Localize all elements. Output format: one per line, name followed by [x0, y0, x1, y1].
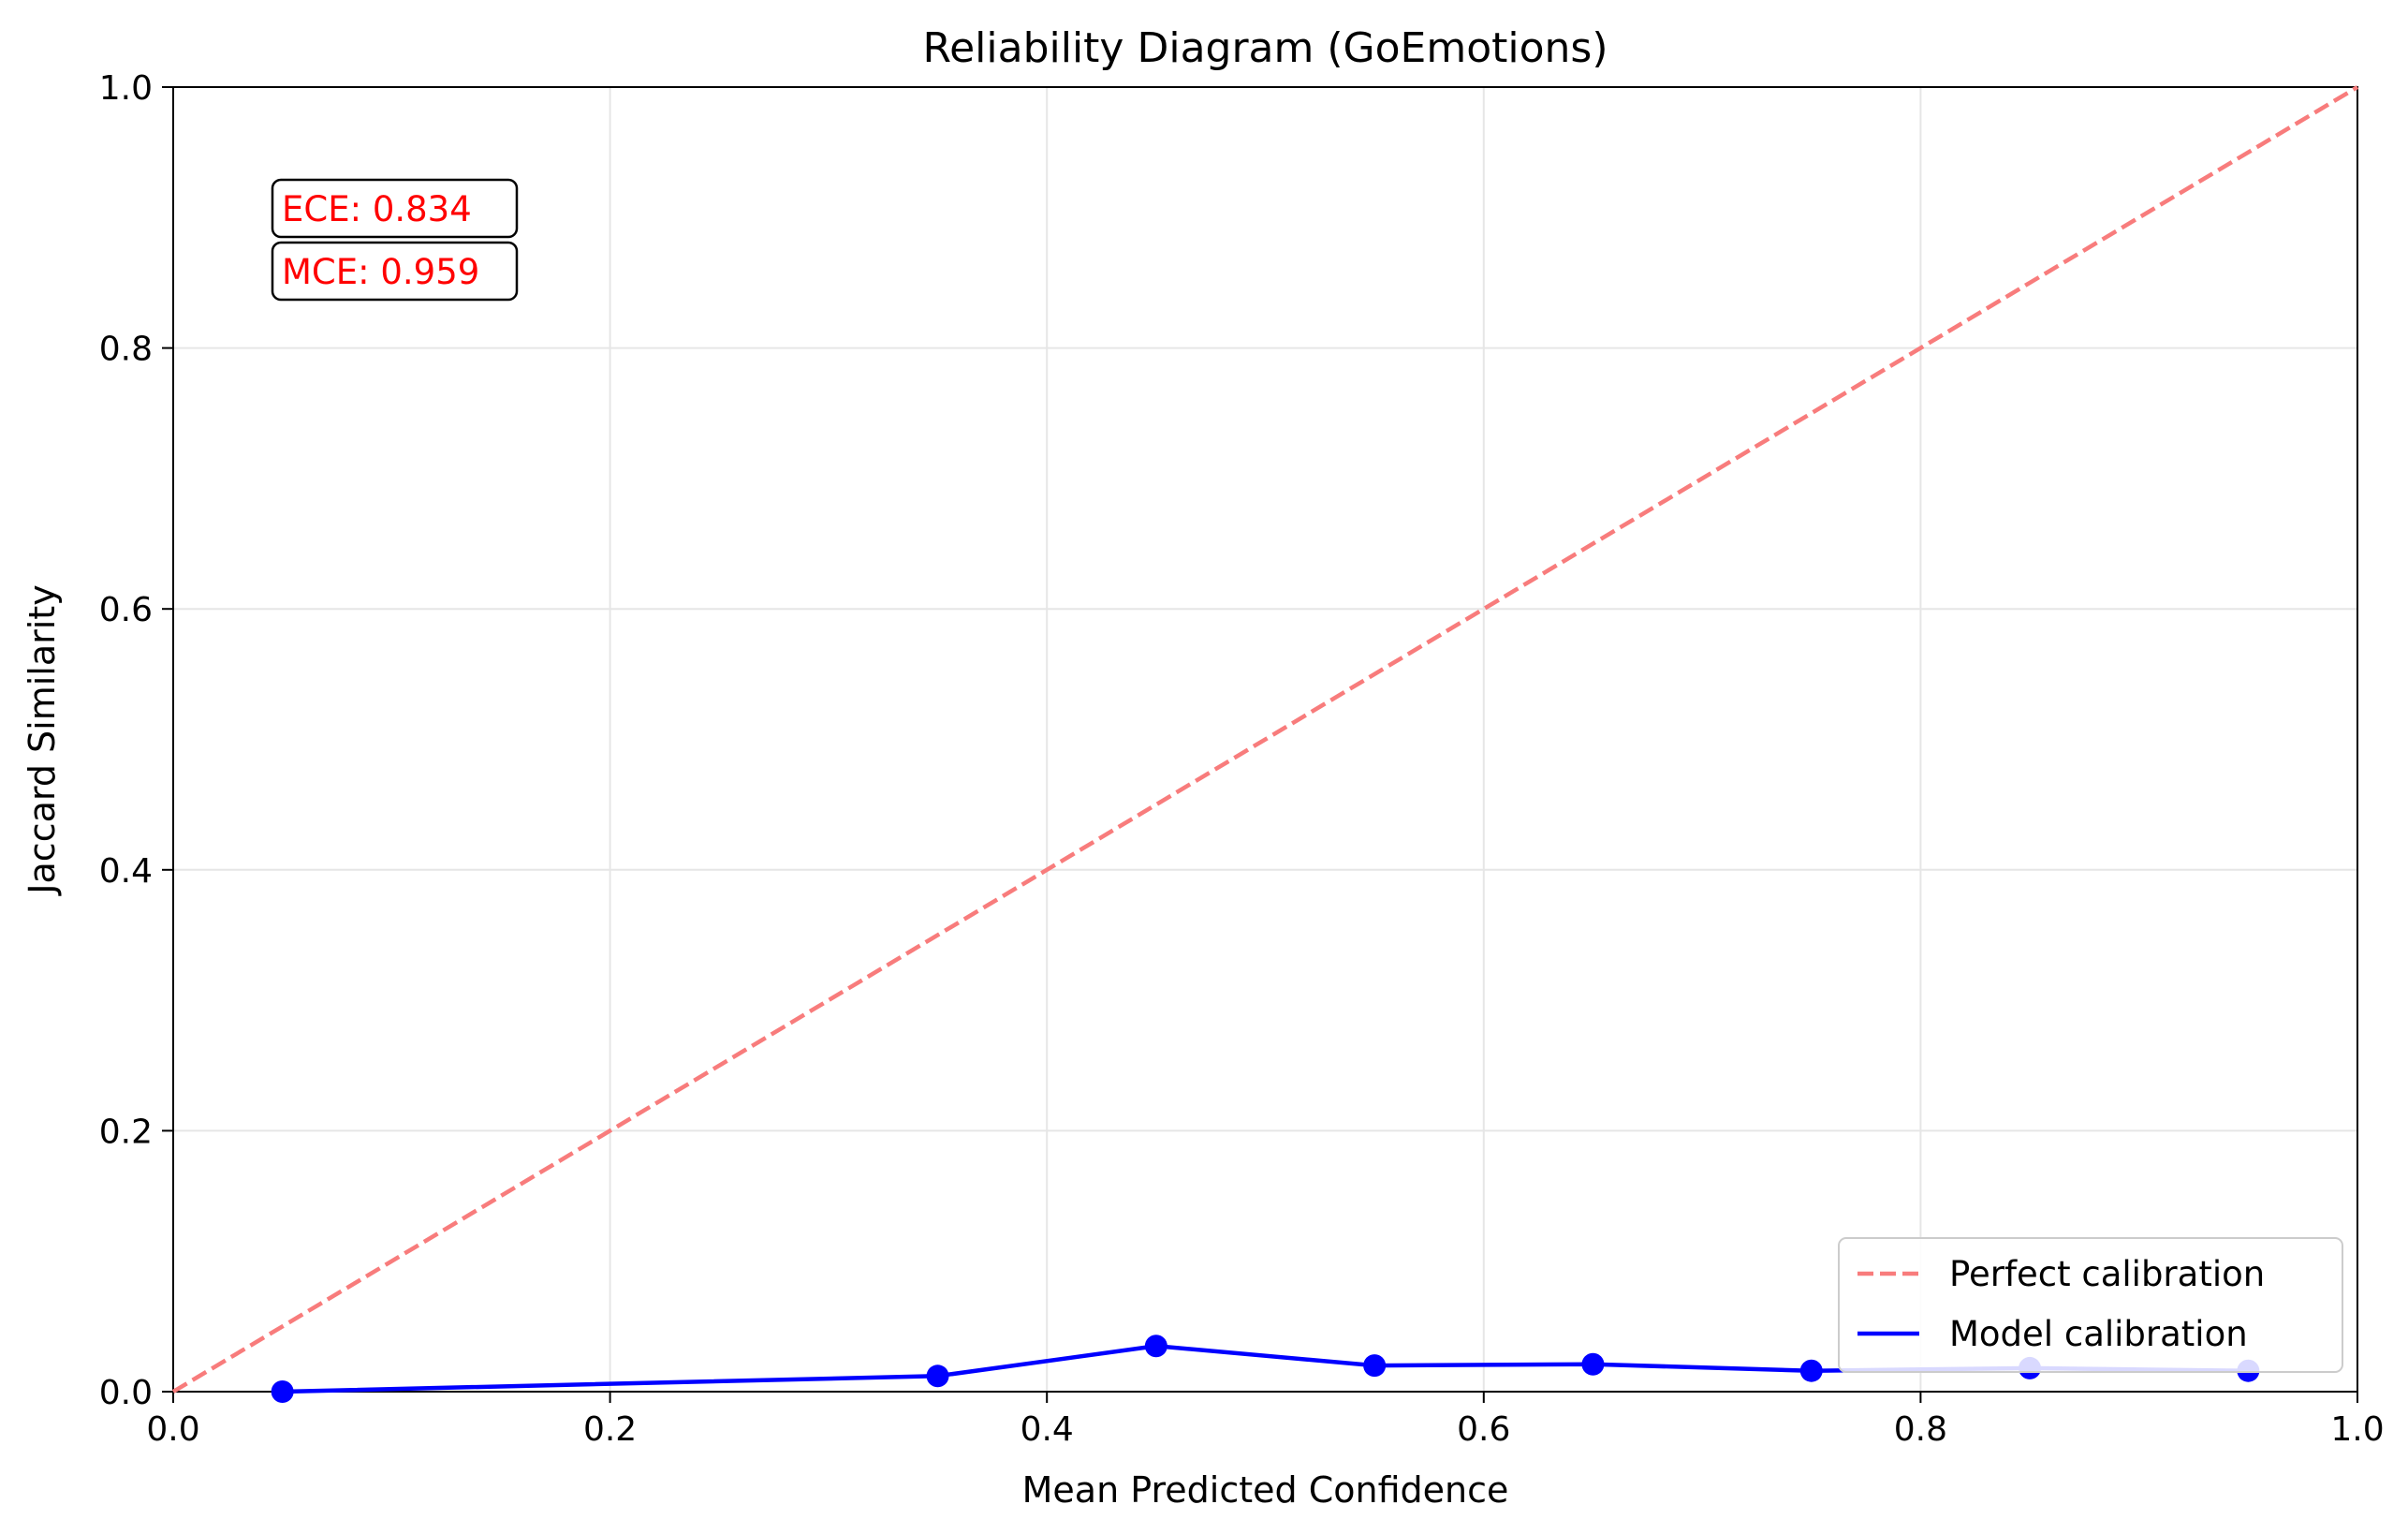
annotation-text: ECE: 0.834 [282, 189, 472, 229]
plot-frame [172, 86, 2358, 1393]
x-tick-label: 0.4 [1020, 1410, 1074, 1449]
axis-ticks: 0.0 0.2 0.4 0.6 0.8 1.0 0.0 0.2 0.4 0.6 0.8 1.0 [99, 69, 2385, 1449]
perfect-calibration-line [171, 85, 2359, 1394]
y-tick-label: 0.0 [99, 1374, 153, 1412]
y-tick-label: 0.4 [99, 852, 153, 891]
y-tick-label: 0.8 [99, 331, 153, 369]
model-calibration-point [271, 1380, 294, 1403]
annotation-text: MCE: 0.959 [282, 252, 479, 292]
legend: Perfect calibration Model calibration [1838, 1237, 2343, 1373]
x-tick-label: 0.2 [583, 1410, 637, 1449]
legend-box [1838, 1237, 2343, 1373]
y-tick-label: 1.0 [99, 69, 153, 108]
annotation-box [271, 241, 519, 302]
x-tick-label: 0.0 [146, 1410, 199, 1449]
y-tick-label: 0.6 [99, 591, 153, 629]
y-tick-label: 0.2 [99, 1113, 153, 1151]
model-calibration-point [1581, 1352, 1605, 1376]
y-axis-label: Jaccard Similarity [22, 584, 63, 895]
model-calibration-point [926, 1364, 949, 1388]
x-tick-label: 1.0 [2330, 1410, 2384, 1449]
model-calibration-point [1363, 1354, 1387, 1378]
x-tick-label: 0.6 [1457, 1410, 1510, 1449]
annotation-box [271, 178, 519, 239]
x-axis-label: Mean Predicted Confidence [1022, 1469, 1509, 1511]
legend-label: Perfect calibration [1949, 1254, 2265, 1294]
legend-label: Model calibration [1949, 1314, 2248, 1354]
model-calibration-point [1144, 1335, 1167, 1358]
chart-title: Reliability Diagram (GoEmotions) [923, 24, 1608, 72]
model-calibration-point [1799, 1359, 1823, 1382]
annotations: ECE: 0.834 MCE: 0.959 [271, 178, 519, 302]
x-tick-label: 0.8 [1894, 1410, 1947, 1449]
